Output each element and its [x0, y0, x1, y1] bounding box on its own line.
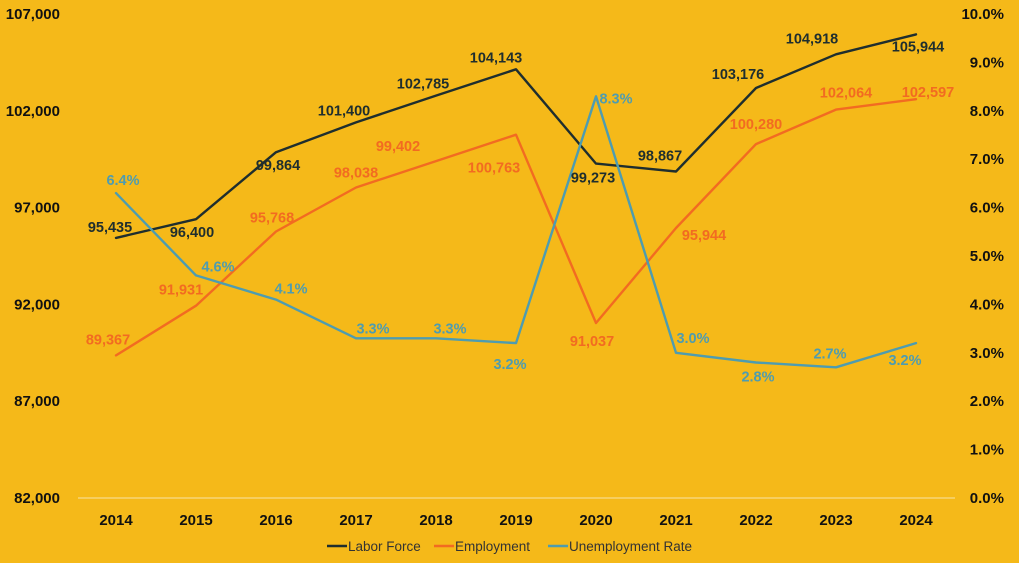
labor-force-data-label: 98,867	[638, 148, 682, 164]
y2-tick-label: 3.0%	[970, 345, 1004, 362]
y-tick-label: 92,000	[14, 296, 60, 313]
x-tick-label: 2014	[99, 512, 133, 529]
employment-data-label: 89,367	[86, 332, 130, 348]
labor-force-data-label: 101,400	[318, 103, 370, 119]
labor-force-line	[114, 33, 918, 240]
legend-label: Unemployment Rate	[569, 539, 692, 554]
unemployment-rate-data-label: 2.8%	[741, 369, 774, 385]
x-tick-label: 2017	[339, 512, 372, 529]
employment-data-label: 100,763	[468, 161, 520, 177]
y-tick-label: 82,000	[14, 490, 60, 507]
unemployment-rate-data-label: 3.3%	[356, 321, 389, 337]
unemployment-rate-data-label: 3.2%	[493, 357, 526, 373]
y2-tick-label: 9.0%	[970, 54, 1004, 71]
series-lines	[114, 33, 918, 369]
y2-tick-label: 5.0%	[970, 248, 1004, 265]
y2-tick-label: 7.0%	[970, 151, 1004, 168]
x-axis-ticks: 2014 2015 2016 2017 2018 2019 2020 2021 2022 2023…	[99, 512, 933, 529]
y2-tick-label: 10.0%	[961, 6, 1004, 23]
y-tick-label: 97,000	[14, 200, 60, 217]
unemployment-rate-data-label: 6.4%	[106, 173, 139, 189]
unemployment-rate-line	[114, 95, 918, 369]
x-tick-label: 2019	[499, 512, 532, 529]
unemployment-rate-data-label: 2.7%	[813, 346, 846, 362]
y2-tick-label: 6.0%	[970, 200, 1004, 217]
unemployment-rate-data-label: 4.1%	[274, 282, 307, 298]
right-axis-ticks: 10.0% 9.0% 8.0% 7.0% 6.0% 5.0% 4.0% 3.0% 2.0% 1.0…	[961, 6, 1004, 507]
y2-tick-label: 1.0%	[970, 442, 1004, 459]
y2-tick-label: 4.0%	[970, 296, 1004, 313]
unemployment-rate-data-label: 8.3%	[599, 91, 632, 107]
left-axis-ticks: 107,000 102,000 97,000 92,000 87,000 82,000	[6, 6, 60, 507]
labor-force-data-label: 99,864	[256, 158, 300, 174]
unemployment-rate-data-label: 3.2%	[888, 353, 921, 369]
employment-data-label: 91,037	[570, 334, 614, 350]
x-tick-label: 2020	[579, 512, 612, 529]
x-tick-label: 2016	[259, 512, 292, 529]
x-tick-label: 2015	[179, 512, 212, 529]
legend-label: Labor Force	[348, 539, 421, 554]
y-tick-label: 87,000	[14, 393, 60, 410]
y-tick-label: 102,000	[6, 103, 60, 120]
labor-force-data-label: 103,176	[712, 67, 764, 83]
labor-force-data-label: 95,435	[88, 220, 132, 236]
unemployment-rate-data-label: 3.3%	[433, 321, 466, 337]
employment-data-label: 99,402	[376, 139, 420, 155]
y2-tick-label: 0.0%	[970, 490, 1004, 507]
employment-data-label: 91,931	[159, 283, 203, 299]
legend: Labor Force Employment Unemployment Rate	[327, 539, 692, 554]
employment-line	[114, 97, 918, 357]
labor-force-data-label: 102,785	[397, 77, 449, 93]
x-tick-label: 2022	[739, 512, 772, 529]
x-tick-label: 2024	[899, 512, 933, 529]
y2-tick-label: 8.0%	[970, 103, 1004, 120]
y-tick-label: 107,000	[6, 6, 60, 23]
unemployment-rate-data-label: 4.6%	[201, 259, 234, 275]
data-labels: 95,435 96,400 99,864 101,400 102,785 104,143 9…	[86, 31, 954, 385]
employment-data-label: 100,280	[730, 117, 782, 133]
y2-tick-label: 2.0%	[970, 393, 1004, 410]
x-tick-label: 2021	[659, 512, 692, 529]
labor-force-data-label: 104,143	[470, 50, 522, 66]
employment-data-label: 95,944	[682, 228, 726, 244]
x-tick-label: 2023	[819, 512, 852, 529]
employment-data-label: 98,038	[334, 166, 378, 182]
labor-force-data-label: 99,273	[571, 171, 615, 187]
employment-data-label: 102,064	[820, 86, 872, 102]
labor-force-data-label: 104,918	[786, 31, 838, 47]
employment-data-label: 102,597	[902, 85, 954, 101]
legend-label: Employment	[455, 539, 530, 554]
employment-data-label: 95,768	[250, 210, 294, 226]
labor-force-data-label: 96,400	[170, 225, 214, 241]
unemployment-rate-data-label: 3.0%	[676, 331, 709, 347]
x-tick-label: 2018	[419, 512, 452, 529]
labor-force-data-label: 105,944	[892, 39, 944, 55]
